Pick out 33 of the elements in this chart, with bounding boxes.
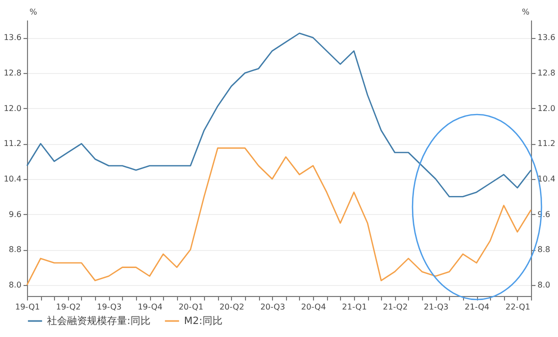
y-tick-label: 11.2 bbox=[4, 139, 22, 148]
x-tick-label: 21-Q3 bbox=[424, 302, 449, 312]
y-axis-title: % bbox=[30, 8, 38, 16]
y2-tick-label: 11.2 bbox=[538, 139, 556, 148]
legend-label: M2:同比 bbox=[184, 315, 222, 327]
y2-tick-label: 12.0 bbox=[538, 104, 556, 113]
x-tick-label: 21-Q1 bbox=[342, 302, 367, 312]
y-tick-label: 10.4 bbox=[4, 174, 22, 184]
y2-tick-label: 12.8 bbox=[538, 68, 556, 78]
y2-tick-label: 8.8 bbox=[538, 245, 550, 254]
x-tick-label: 22-Q1 bbox=[506, 302, 530, 312]
x-tick-label: 21-Q2 bbox=[382, 302, 408, 312]
line-series bbox=[26, 147, 532, 286]
x-tick-label: 19-Q1 bbox=[15, 302, 40, 312]
x-tick-label: 20-Q2 bbox=[219, 302, 244, 312]
x-tick-label: 20-Q4 bbox=[301, 302, 326, 312]
x-tick-label: 19-Q4 bbox=[138, 302, 162, 312]
x-tick-label: 19-Q2 bbox=[56, 302, 81, 312]
y-tick-label: 12.8 bbox=[4, 68, 22, 78]
x-tick-label: 21-Q4 bbox=[464, 302, 490, 312]
y-tick-label: 9.6 bbox=[8, 210, 22, 219]
x-tick-label: 20-Q3 bbox=[260, 302, 286, 312]
x-tick-label: 19-Q3 bbox=[96, 302, 122, 312]
x-tick-label: 20-Q1 bbox=[178, 302, 204, 312]
y2-tick-label: 8.0 bbox=[538, 280, 550, 290]
y2-tick-label: 13.6 bbox=[538, 33, 556, 42]
y-tick-label: 8.8 bbox=[8, 245, 22, 254]
legend-label: 社会融资规模存量:同比 bbox=[47, 315, 150, 327]
y-tick-label: 13.6 bbox=[4, 33, 22, 42]
line-series bbox=[26, 32, 532, 198]
y2-axis-title: % bbox=[522, 8, 530, 16]
y-tick-label: 8.0 bbox=[8, 280, 22, 290]
y-tick-label: 12.0 bbox=[4, 104, 22, 113]
